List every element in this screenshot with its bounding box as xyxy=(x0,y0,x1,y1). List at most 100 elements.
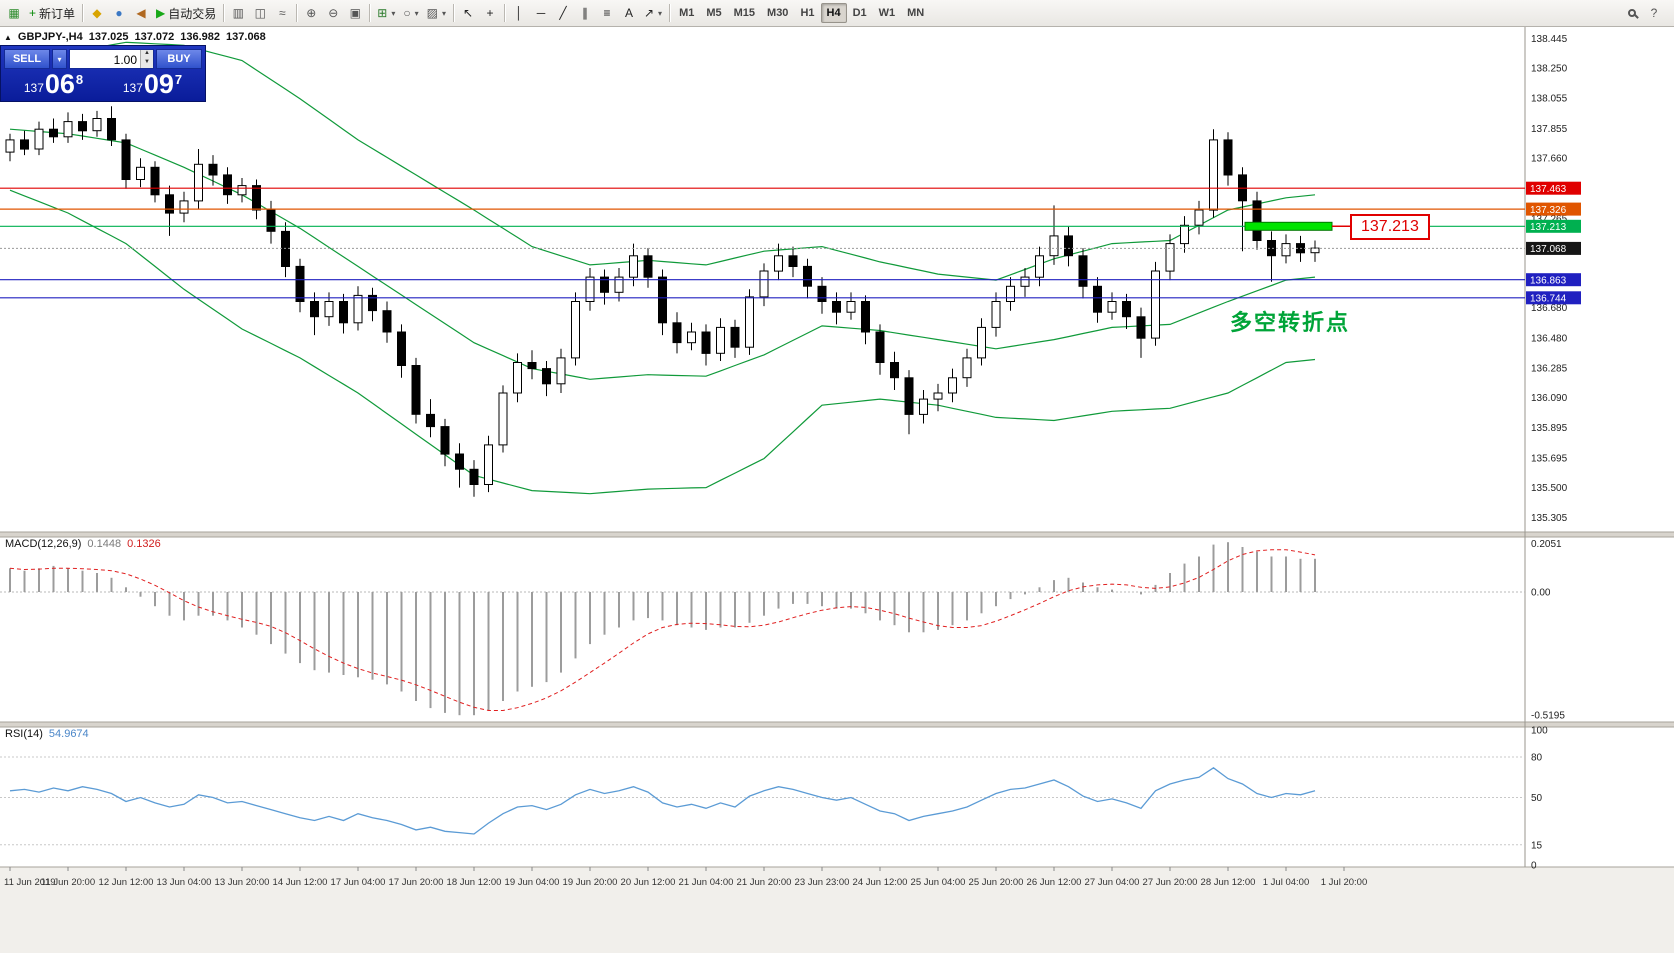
ask-digits: 09 xyxy=(143,69,174,99)
templates-button[interactable]: ▨ ▾ xyxy=(423,2,450,24)
timeframe-m15[interactable]: M15 xyxy=(733,7,756,19)
svg-text:17 Jun 04:00: 17 Jun 04:00 xyxy=(331,877,386,888)
fibonacci-button[interactable]: ≡ xyxy=(596,2,618,24)
svg-text:25 Jun 20:00: 25 Jun 20:00 xyxy=(969,877,1024,888)
svg-text:14 Jun 12:00: 14 Jun 12:00 xyxy=(273,877,328,888)
templates-button-dropdown-icon[interactable]: ▾ xyxy=(441,8,446,18)
timeframe-m1[interactable]: M1 xyxy=(679,7,695,19)
timeframe-group: M1 M5 M15 M30 H1 H4 D1 W1 MN xyxy=(673,3,930,23)
rsi-value: 54.9674 xyxy=(48,728,89,740)
cursor-button[interactable]: ↖ xyxy=(457,2,479,24)
svg-text:19 Jun 20:00: 19 Jun 20:00 xyxy=(563,877,618,888)
indicators-button-dropdown-icon[interactable]: ▾ xyxy=(391,8,396,18)
toolbar-separator xyxy=(296,4,298,22)
svg-text:137.326: 137.326 xyxy=(1530,205,1567,216)
chart-symbol-ohlc: ▲ GBPJPY-,H4 137.025 137.072 136.982 137… xyxy=(4,31,266,43)
svg-text:137.265: 137.265 xyxy=(1531,214,1568,225)
volume-field[interactable]: 1.00 ▲ ▼ xyxy=(69,49,154,69)
autotrading-button[interactable]: ▶ 自动交易 xyxy=(152,2,220,24)
macd-name: MACD(12,26,9) xyxy=(5,538,82,550)
svg-text:138.445: 138.445 xyxy=(1531,34,1568,45)
crosshair-button[interactable]: + xyxy=(479,2,501,24)
svg-text:-0.5195: -0.5195 xyxy=(1531,711,1565,722)
profile-icon-glyph: ● xyxy=(115,6,123,20)
news-icon[interactable]: ◀ xyxy=(130,2,152,24)
periods-button[interactable]: ○ ▾ xyxy=(399,2,422,24)
chart-canvas[interactable]: 138.445 138.250 138.055 137.855 137.660 137.2… xyxy=(0,27,1674,953)
arrows-button-dropdown-icon[interactable]: ▾ xyxy=(658,8,663,18)
price-axis: 138.445 138.250 138.055 137.855 137.660 137.2… xyxy=(1526,34,1581,524)
favorites-icon[interactable]: ◆ xyxy=(86,2,108,24)
toolbar-separator xyxy=(452,4,454,22)
volume-value[interactable]: 1.00 xyxy=(113,53,137,67)
price-badge: 136.863 xyxy=(1526,273,1581,287)
horizontal-line-button-glyph: ─ xyxy=(536,6,546,20)
timeframe-m30[interactable]: M30 xyxy=(767,7,789,19)
timeframe-mn[interactable]: MN xyxy=(907,7,925,19)
ask-prefix: 137 xyxy=(122,81,143,95)
chart-annotation: 多空转折点 xyxy=(1230,310,1351,335)
toolbar-separator xyxy=(82,4,84,22)
channel-button[interactable]: ∥ xyxy=(574,2,596,24)
text-button[interactable]: A xyxy=(618,2,640,24)
timeframe-d1[interactable]: D1 xyxy=(852,7,867,19)
arrows-button[interactable]: ↗ ▾ xyxy=(640,2,666,24)
horizontal-levels[interactable] xyxy=(0,187,1525,299)
toolbar-right-group: ? xyxy=(1621,2,1671,24)
svg-text:136.285: 136.285 xyxy=(1531,363,1568,374)
new-order-button[interactable]: + 新订单 xyxy=(25,2,79,24)
profile-icon[interactable]: ● xyxy=(108,2,130,24)
volume-down-icon[interactable]: ▼ xyxy=(144,59,150,65)
svg-text:137.068: 137.068 xyxy=(1530,244,1567,255)
collapse-trade-panel-icon[interactable]: ▲ xyxy=(4,32,12,42)
rsi-name: RSI(14) xyxy=(5,728,43,740)
svg-text:25 Jun 04:00: 25 Jun 04:00 xyxy=(911,877,966,888)
zoom-out-button[interactable]: ⊖ xyxy=(322,2,344,24)
sell-dropdown-icon[interactable]: ▾ xyxy=(52,49,67,69)
bid-digits: 06 xyxy=(44,69,75,99)
indicators-button[interactable]: ⊞ ▾ xyxy=(373,2,399,24)
volume-stepper[interactable]: ▲ ▼ xyxy=(140,50,153,68)
search-button[interactable] xyxy=(1621,2,1643,24)
chart-background xyxy=(0,27,1674,953)
crosshair-button-glyph: + xyxy=(486,6,494,20)
main-toolbar: ▦ + 新订单 ◆ ● ◀ ▶ 自动交易 ▥ ◫ ≈ ⊕ ⊖ ▣ ⊞ ▾ ○ ▾ ▨ ▾ ↖ + │ ─ ╱ ∥ ≡ A ↗ ▾ M1 M5… xyxy=(0,0,1674,27)
periods-button-dropdown-icon[interactable]: ▾ xyxy=(414,8,419,18)
tile-windows-icon[interactable]: ▣ xyxy=(344,2,366,24)
price-tag-label[interactable]: 137.213 xyxy=(1350,214,1430,240)
help-button[interactable]: ? xyxy=(1643,2,1665,24)
toolbar-left-group: ▦ + 新订单 ◆ ● ◀ ▶ 自动交易 ▥ ◫ ≈ ⊕ ⊖ ▣ ⊞ ▾ ○ ▾ ▨ ▾ ↖ + │ ─ ╱ ∥ ≡ A ↗ ▾ xyxy=(3,2,673,24)
timeframe-h4[interactable]: H4 xyxy=(820,3,847,23)
timeframe-w1[interactable]: W1 xyxy=(878,7,896,19)
rsi-indicator-label: RSI(14) 54.9674 xyxy=(5,728,89,740)
buy-button[interactable]: BUY xyxy=(156,49,202,69)
svg-text:50: 50 xyxy=(1531,793,1543,804)
zoom-in-button-glyph: ⊕ xyxy=(306,6,317,20)
vertical-line-button[interactable]: │ xyxy=(508,2,530,24)
line-chart-icon[interactable]: ≈ xyxy=(271,2,293,24)
terminal-icon[interactable]: ▦ xyxy=(3,2,25,24)
ask-price[interactable]: 137 09 7 xyxy=(103,71,202,98)
svg-text:13 Jun 04:00: 13 Jun 04:00 xyxy=(157,877,212,888)
trendline-button[interactable]: ╱ xyxy=(552,2,574,24)
timeframe-h1[interactable]: H1 xyxy=(800,7,815,19)
highlight-bar[interactable] xyxy=(1244,221,1333,231)
toolbar-separator xyxy=(369,4,371,22)
svg-text:21 Jun 04:00: 21 Jun 04:00 xyxy=(679,877,734,888)
svg-text:136.090: 136.090 xyxy=(1531,393,1568,404)
volume-up-icon[interactable]: ▲ xyxy=(144,50,150,56)
bid-price[interactable]: 137 06 8 xyxy=(4,71,103,98)
candlestick-chart-icon[interactable]: ◫ xyxy=(249,2,271,24)
rsi-panel: 100 80 50 15 0 xyxy=(0,726,1548,872)
price-badge: 137.326 xyxy=(1526,202,1581,216)
zoom-in-button[interactable]: ⊕ xyxy=(300,2,322,24)
horizontal-line-button[interactable]: ─ xyxy=(530,2,552,24)
macd-indicator-label: MACD(12,26,9) 0.1448 0.1326 xyxy=(5,538,161,550)
channel-button-glyph: ∥ xyxy=(581,6,588,20)
trendline-button-glyph: ╱ xyxy=(559,6,567,20)
sell-button[interactable]: SELL xyxy=(4,49,50,69)
bollinger-upper xyxy=(9,41,1316,281)
macd-signal-line xyxy=(9,549,1316,711)
bar-chart-icon[interactable]: ▥ xyxy=(227,2,249,24)
timeframe-m5[interactable]: M5 xyxy=(706,7,722,19)
